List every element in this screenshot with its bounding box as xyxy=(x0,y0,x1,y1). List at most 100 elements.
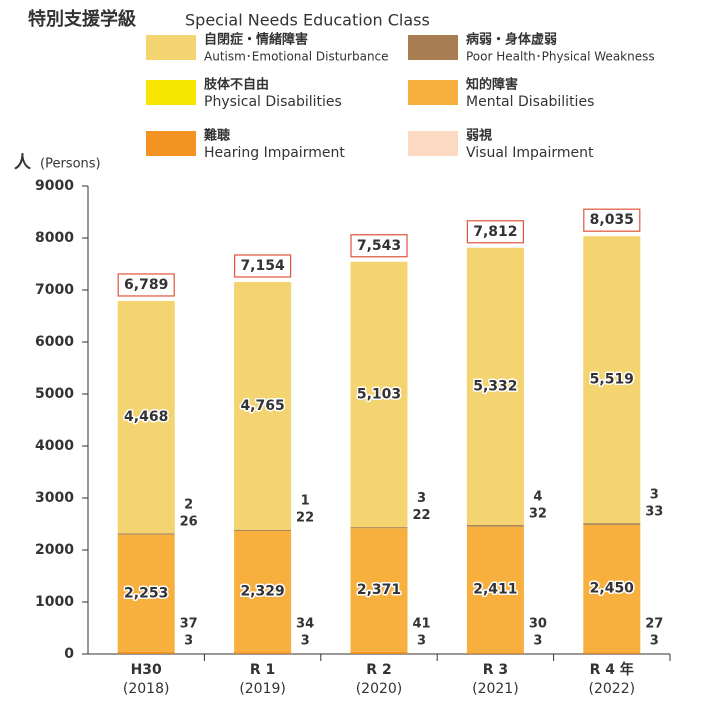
legend-label: 肢体不自由 xyxy=(204,77,269,93)
bar-segment xyxy=(350,651,408,654)
bar-segment xyxy=(350,527,408,529)
legend-label-en: Autism･Emotional Disturbance xyxy=(204,50,389,64)
bar-segment xyxy=(350,261,408,528)
y-tick-label: 0 xyxy=(64,646,74,662)
total-box xyxy=(117,273,175,297)
bar-segment xyxy=(117,651,175,654)
y-label: 人 xyxy=(14,153,32,173)
y-tick-label: 2000 xyxy=(35,542,74,558)
value-label: 32 xyxy=(529,506,547,521)
value-label: 27 xyxy=(645,617,663,632)
total-label: 6,789 xyxy=(124,277,168,293)
total-label: 7,543 xyxy=(357,238,401,254)
y-tick-label: 6000 xyxy=(35,334,74,350)
x-tick-label: H30 xyxy=(131,662,162,678)
value-label: 5,332 xyxy=(473,378,517,394)
bar-segment xyxy=(583,525,641,653)
total-label: 7,812 xyxy=(473,224,517,240)
total-box xyxy=(466,220,524,244)
value-label: 34 xyxy=(296,617,314,632)
value-label: 3 xyxy=(417,491,426,506)
value-label: 30 xyxy=(529,617,547,632)
bar-segment xyxy=(350,528,408,652)
value-label: 5,519 xyxy=(590,372,634,388)
total-label: 8,035 xyxy=(590,212,634,228)
value-label: 2,450 xyxy=(590,581,635,597)
value-label: 2 xyxy=(184,497,193,512)
bar-segment xyxy=(583,652,641,654)
value-label: 3 xyxy=(301,634,310,649)
legend-label: 自閉症・情緒障害 xyxy=(204,32,308,48)
y-label-en: (Persons) xyxy=(40,157,101,172)
chart-title: 特別支援学級 xyxy=(28,8,136,30)
y-tick-label: 7000 xyxy=(35,282,74,298)
x-tick-year: (2020) xyxy=(356,681,403,697)
y-tick-label: 4000 xyxy=(35,438,74,454)
legend-swatch xyxy=(146,131,196,156)
bar-segment xyxy=(466,247,524,526)
x-tick-label: R 2 xyxy=(366,662,391,678)
bar-segment xyxy=(583,523,641,525)
legend-swatch xyxy=(408,35,458,60)
value-label: 4,468 xyxy=(124,409,168,425)
legend-label-en: Poor Health･Physical Weakness xyxy=(466,50,655,64)
value-label: 26 xyxy=(180,514,198,529)
total-box xyxy=(583,208,641,232)
value-label: 3 xyxy=(650,634,659,649)
legend-label-en: Hearing Impairment xyxy=(204,145,345,161)
value-label: 3 xyxy=(184,634,193,649)
x-tick-year: (2021) xyxy=(472,681,519,697)
y-tick-label: 1000 xyxy=(35,594,74,610)
value-label: 1 xyxy=(301,493,310,508)
total-box xyxy=(234,254,292,278)
legend-swatch xyxy=(408,131,458,156)
legend-label: 知的障害 xyxy=(466,77,518,93)
value-label: 22 xyxy=(296,510,314,525)
value-label: 41 xyxy=(412,617,430,632)
legend-label: 病弱・身体虚弱 xyxy=(466,32,557,48)
x-tick-year: (2019) xyxy=(239,681,286,697)
x-tick-label: R 3 xyxy=(483,662,508,678)
x-tick-year: (2018) xyxy=(123,681,170,697)
total-label: 7,154 xyxy=(240,258,285,274)
x-tick-label: R 4 年 xyxy=(590,661,634,678)
bar-segment xyxy=(117,300,175,534)
value-label: 3 xyxy=(533,634,542,649)
bar-segment xyxy=(234,530,292,653)
value-label: 2,253 xyxy=(124,585,168,601)
value-label: 37 xyxy=(180,617,198,632)
legend-swatch xyxy=(146,80,196,105)
value-label: 33 xyxy=(645,505,663,520)
value-label: 22 xyxy=(412,508,430,523)
legend-label-en: Physical Disabilities xyxy=(204,94,342,110)
value-label: 2,411 xyxy=(473,582,517,598)
value-label: 2,371 xyxy=(357,582,401,598)
total-box xyxy=(350,234,408,258)
y-tick-label: 8000 xyxy=(35,230,74,246)
y-tick-label: 3000 xyxy=(35,490,74,506)
value-label: 2,329 xyxy=(240,584,284,600)
legend-label: 弱視 xyxy=(466,128,492,144)
bar-segment xyxy=(117,534,175,652)
chart-subtitle: Special Needs Education Class xyxy=(185,11,430,30)
legend-swatch xyxy=(408,80,458,105)
value-label: 5,103 xyxy=(357,386,401,402)
legend-label-en: Mental Disabilities xyxy=(466,94,594,110)
value-label: 3 xyxy=(417,634,426,649)
legend-label: 難聴 xyxy=(204,128,230,144)
bar-segment xyxy=(234,529,292,531)
x-tick-label: R 1 xyxy=(250,662,275,678)
bar-segment xyxy=(466,652,524,654)
bar-segment xyxy=(466,525,524,527)
value-label: 4,765 xyxy=(240,398,284,414)
bar-segment xyxy=(466,526,524,653)
bar-segment xyxy=(234,652,292,654)
bar-segment xyxy=(583,236,641,524)
legend-swatch xyxy=(146,35,196,60)
y-tick-label: 9000 xyxy=(35,178,74,194)
value-label: 3 xyxy=(650,488,659,503)
bar-segment xyxy=(234,281,292,530)
y-tick-label: 5000 xyxy=(35,386,74,402)
value-label: 4 xyxy=(533,489,542,504)
